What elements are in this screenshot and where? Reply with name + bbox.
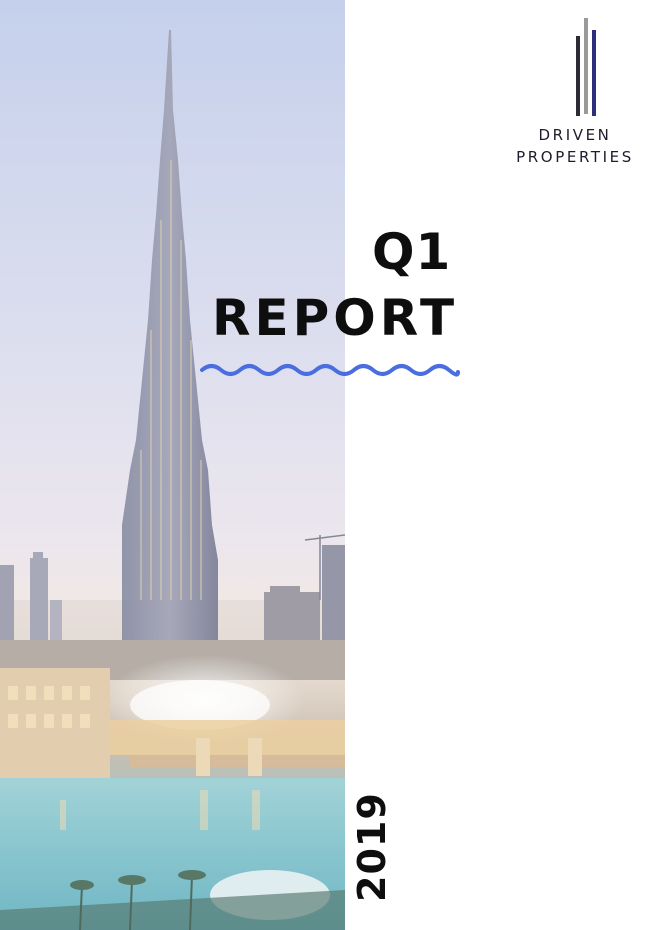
wavy-underline-divider <box>200 364 461 377</box>
brand-name-line1: DRIVEN <box>538 126 612 144</box>
report-title-quarter: Q1 <box>372 223 452 281</box>
cover-photo <box>0 0 345 930</box>
brand-logo: DRIVEN PROPERTIES <box>490 14 658 174</box>
brand-name: DRIVEN PROPERTIES <box>490 124 658 168</box>
report-title: REPORT <box>212 289 459 347</box>
city-skyline-tower-photo <box>0 30 345 930</box>
vertical-bars-logo-icon <box>576 18 596 116</box>
report-year: 2019 <box>350 792 394 902</box>
brand-name-line2: PROPERTIES <box>516 148 634 166</box>
